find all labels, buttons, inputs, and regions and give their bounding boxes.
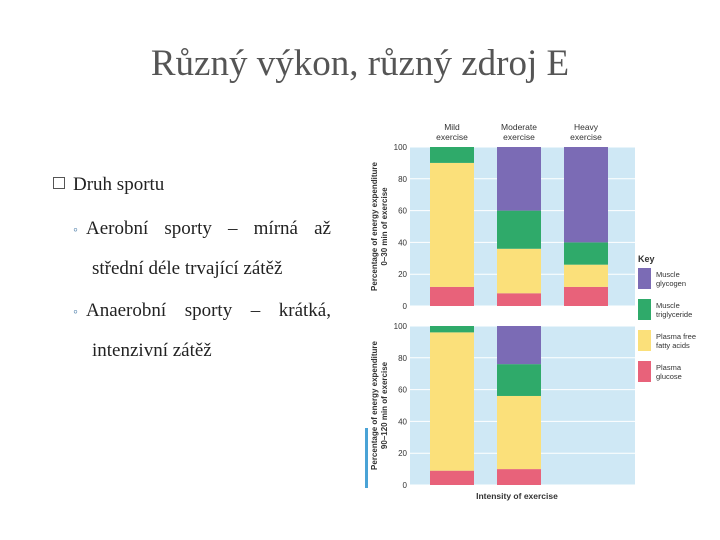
legend-swatch [638,299,651,320]
y-tick-label: 20 [398,270,407,279]
bar-segment [564,147,608,243]
category-header: exercise [436,132,468,142]
bar-segment [564,286,608,306]
y-tick-label: 60 [398,207,407,216]
y-axis-label: 0–30 min of exercise [380,187,389,266]
bullet-item: Druh sportu [53,174,164,196]
y-tick-label: 40 [398,417,407,426]
bar-segment [497,147,541,211]
bar-segment [497,395,541,470]
slide-title: Různý výkon, různý zdroj E [150,43,570,84]
legend-label: glycogen [656,279,686,288]
y-tick-label: 60 [398,386,407,395]
checkbox-bullet-icon [53,177,65,189]
bar-segment [497,293,541,306]
legend-label: Muscle [656,270,680,279]
chart-svg: MildexerciseModerateexerciseHeavyexercis… [365,122,696,501]
category-header: Moderate [501,122,537,132]
bar-segment [564,242,608,265]
bar-segment [430,470,474,485]
bar-segment [430,162,474,287]
bar-segment [497,364,541,396]
bar-segment [430,332,474,471]
category-header: exercise [503,132,535,142]
bar-segment [497,326,541,365]
legend-label: glucose [656,372,682,381]
category-header: Mild [444,122,460,132]
y-tick-label: 20 [398,449,407,458]
bar-segment [430,147,474,163]
circle-bullet-icon: ◦ [73,305,78,320]
legend-label: Plasma [656,363,682,372]
x-axis-label: Intensity of exercise [476,491,558,501]
category-header: Heavy [574,122,599,132]
y-axis-label: 90–120 min of exercise [380,361,389,449]
bar-segment [497,248,541,294]
bar-segment [430,286,474,306]
sub-bullet-anaerobic-cont: intenzivní zátěž [92,340,212,361]
legend-label: triglyceride [656,310,692,319]
y-tick-label: 0 [403,302,408,311]
bar-segment [564,264,608,287]
accent-bar [365,428,368,488]
y-axis-label: Percentage of energy expenditure [370,161,379,290]
y-tick-label: 100 [394,322,408,331]
y-axis-label: Percentage of energy expenditure [370,340,379,469]
legend-swatch [638,361,651,382]
legend-label: Muscle [656,301,680,310]
y-tick-label: 0 [403,481,408,490]
category-header: exercise [570,132,602,142]
legend-swatch [638,330,651,351]
bar-segment [497,469,541,485]
legend-label: fatty acids [656,341,690,350]
sub-bullet-text: Aerobní sporty – mírná až [85,218,331,239]
y-tick-label: 40 [398,238,407,247]
legend-title: Key [638,254,655,264]
bar-segment [497,210,541,249]
y-tick-label: 80 [398,354,407,363]
y-tick-label: 80 [398,175,407,184]
legend-label: Plasma free [656,332,696,341]
circle-bullet-icon: ◦ [73,223,78,238]
sub-bullet-text: Anaerobní sporty – krátká, [85,300,331,321]
bar-segment [430,326,474,333]
y-tick-label: 100 [394,143,408,152]
sub-bullet-aerobic: ◦ Aerobní sporty – mírná až [73,218,345,240]
energy-source-chart: Mild exercise Moderate exercise Heavy exercis… [360,110,710,505]
legend-swatch [638,268,651,289]
sub-bullet-aerobic-cont: střední déle trvající zátěž [92,258,283,279]
sub-bullet-anaerobic: ◦ Anaerobní sporty – krátká, [73,300,345,322]
bullet-text: Druh sportu [73,174,165,195]
